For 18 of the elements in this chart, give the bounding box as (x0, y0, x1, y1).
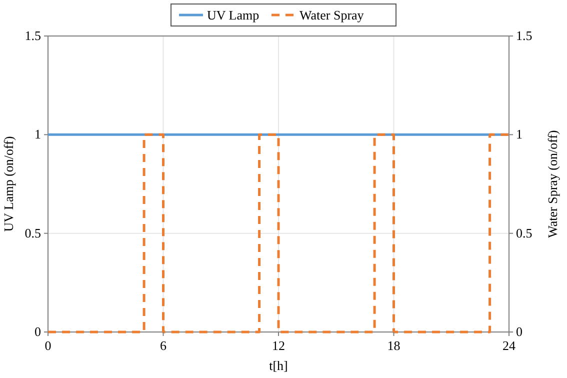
y2-tick-label: 0 (516, 324, 522, 339)
y-tick-label: 1.5 (24, 28, 41, 43)
x-tick-label: 6 (160, 338, 167, 353)
x-tick-label: 18 (387, 338, 400, 353)
legend-label: UV Lamp (207, 8, 260, 22)
x-tick-label: 12 (272, 338, 285, 353)
y-tick-label: 1 (34, 126, 41, 142)
y2-tick-label: 0.5 (516, 225, 532, 240)
y-axis-title: UV Lamp (on/off) (1, 136, 16, 232)
x-tick-label: 24 (502, 338, 516, 353)
y-tick-label: 0.5 (24, 225, 41, 240)
y2-axis-title: Water Spray (on/off) (545, 130, 560, 238)
x-tick-label: 0 (44, 338, 52, 353)
x-axis-title: t[h] (269, 358, 288, 373)
y2-tick-label: 1.5 (516, 28, 532, 43)
y-tick-label: 0 (34, 324, 41, 339)
y2-tick-label: 1 (516, 126, 522, 142)
legend-label: Water Spray (300, 8, 364, 22)
